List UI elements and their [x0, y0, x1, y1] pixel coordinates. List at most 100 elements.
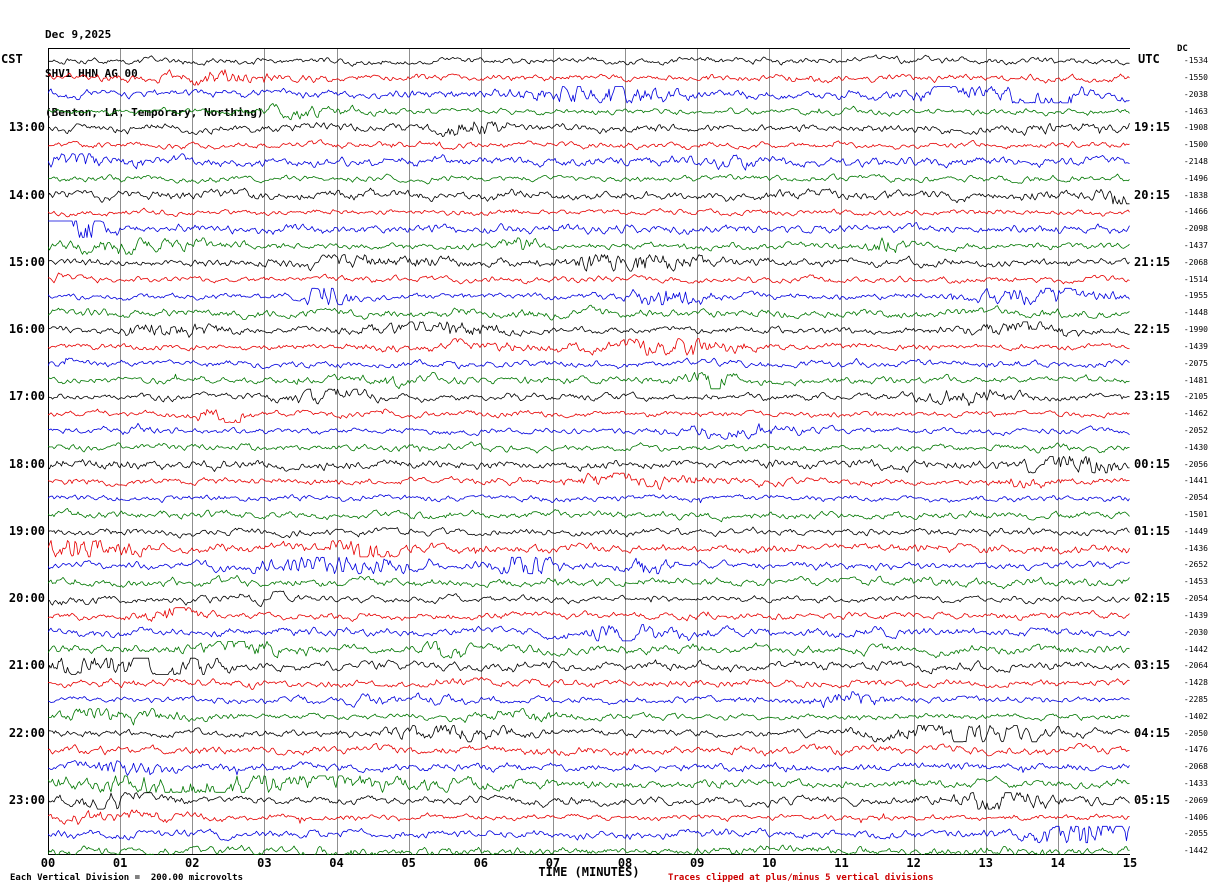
cst-hour-label-15:00: 15:00 [8, 254, 45, 269]
trace-row-20:00 [48, 590, 1130, 607]
trace-row-42 [48, 760, 1130, 776]
trace-row-23 [48, 441, 1130, 454]
dc-value: -2050 [1183, 728, 1208, 738]
trace-row-3 [48, 103, 1130, 121]
trace-row-18:00 [48, 456, 1130, 474]
trace-row-43 [48, 775, 1130, 793]
dc-value: -1501 [1183, 510, 1208, 520]
minute-label-05: 05 [401, 856, 416, 870]
plot-header: Dec 9,2025 SHV1 HHN AG 00 (Benton, LA, T… [45, 2, 264, 145]
dc-value: -2068 [1183, 257, 1208, 267]
utc-hour-label-02:15: 02:15 [1134, 591, 1171, 606]
utc-hour-label-04:15: 04:15 [1134, 725, 1171, 740]
cst-hour-label-18:00: 18:00 [8, 456, 45, 471]
utc-hour-label-03:15: 03:15 [1134, 658, 1171, 673]
trace-row-41 [48, 743, 1130, 757]
dc-value: -2038 [1183, 89, 1208, 99]
dc-value: -2030 [1183, 627, 1208, 637]
trace-row-39 [48, 708, 1130, 726]
dc-value: -1534 [1183, 56, 1208, 66]
cst-hour-label-22:00: 22:00 [8, 725, 45, 740]
cst-hour-label-20:00: 20:00 [8, 591, 45, 606]
trace-row-19:00 [48, 526, 1130, 539]
trace-row-0 [48, 54, 1130, 67]
cst-hour-label-16:00: 16:00 [8, 322, 45, 337]
minute-label-04: 04 [329, 856, 344, 870]
left-timezone-label: CST [1, 52, 23, 66]
trace-row-16:00 [48, 321, 1130, 338]
dc-value: -1955 [1183, 291, 1208, 301]
utc-hour-label-23:15: 23:15 [1134, 389, 1171, 404]
trace-row-11 [48, 237, 1130, 255]
dc-value: -1437 [1183, 241, 1208, 251]
header-date: Dec 9,2025 [45, 28, 112, 41]
cst-hour-label-23:00: 23:00 [8, 792, 45, 807]
dc-value: -1441 [1183, 476, 1208, 486]
trace-row-47 [48, 844, 1130, 855]
dc-column-header: DC [1177, 44, 1188, 54]
scale-note: Each Vertical Division = 200.00 microvol… [10, 873, 243, 883]
utc-hour-label-19:15: 19:15 [1134, 120, 1171, 135]
minute-label-03: 03 [257, 856, 272, 870]
dc-value: -1463 [1183, 106, 1208, 116]
dc-value: -1402 [1183, 711, 1208, 721]
trace-row-22:00 [48, 725, 1130, 743]
dc-value: -1462 [1183, 409, 1208, 419]
trace-row-13 [48, 272, 1130, 285]
right-timezone-label: UTC [1138, 52, 1160, 66]
dc-value: -2068 [1183, 762, 1208, 772]
dc-value: -2069 [1183, 795, 1208, 805]
trace-row-14:00 [48, 187, 1130, 205]
trace-row-30 [48, 556, 1130, 575]
utc-hour-label-20:15: 20:15 [1134, 187, 1171, 202]
trace-row-17 [48, 338, 1130, 356]
trace-row-22 [48, 422, 1130, 440]
trace-row-17:00 [48, 388, 1130, 406]
dc-value: -2652 [1183, 560, 1208, 570]
trace-row-23:00 [48, 792, 1130, 810]
cst-hour-label-14:00: 14:00 [8, 187, 45, 202]
dc-value: -2056 [1183, 459, 1208, 469]
trace-row-6 [48, 153, 1130, 171]
trace-row-9 [48, 207, 1130, 218]
utc-hour-label-22:15: 22:15 [1134, 322, 1171, 337]
minute-label-15: 15 [1122, 856, 1138, 870]
minute-label-06: 06 [473, 856, 489, 870]
utc-hour-label-21:15: 21:15 [1134, 254, 1171, 269]
trace-row-37 [48, 676, 1130, 690]
minute-label-00: 00 [40, 856, 56, 870]
trace-row-10 [48, 220, 1130, 238]
minute-label-14: 14 [1050, 856, 1066, 870]
dc-value: -1908 [1183, 123, 1208, 133]
clip-note: Traces clipped at plus/minus 5 vertical … [668, 873, 934, 883]
dc-value: -2098 [1183, 224, 1208, 234]
dc-value: -1838 [1183, 190, 1208, 200]
trace-row-31 [48, 574, 1130, 590]
trace-row-25 [48, 472, 1130, 490]
dc-value: -2285 [1183, 694, 1208, 704]
dc-value: -1466 [1183, 207, 1208, 217]
trace-row-35 [48, 641, 1130, 659]
trace-row-1 [48, 69, 1130, 86]
dc-value: -2075 [1183, 358, 1208, 368]
dc-value: -1550 [1183, 72, 1208, 82]
dc-value: -1448 [1183, 308, 1208, 318]
minute-label-10: 10 [762, 856, 777, 870]
dc-value: -1428 [1183, 678, 1208, 688]
cst-hour-label-21:00: 21:00 [8, 658, 45, 673]
utc-hour-label-01:15: 01:15 [1134, 523, 1171, 538]
dc-value: -2064 [1183, 661, 1208, 671]
trace-row-15:00 [48, 254, 1130, 272]
dc-value: -2054 [1183, 594, 1208, 604]
trace-row-38 [48, 691, 1130, 708]
trace-row-5 [48, 139, 1130, 151]
dc-value: -1476 [1183, 745, 1208, 755]
dc-value: -1453 [1183, 577, 1208, 587]
dc-value: -1433 [1183, 779, 1208, 789]
trace-row-13:00 [48, 121, 1130, 137]
minute-label-12: 12 [906, 856, 921, 870]
cst-hour-label-13:00: 13:00 [8, 120, 45, 135]
minute-label-11: 11 [834, 856, 849, 870]
dc-value: -1449 [1183, 526, 1208, 536]
